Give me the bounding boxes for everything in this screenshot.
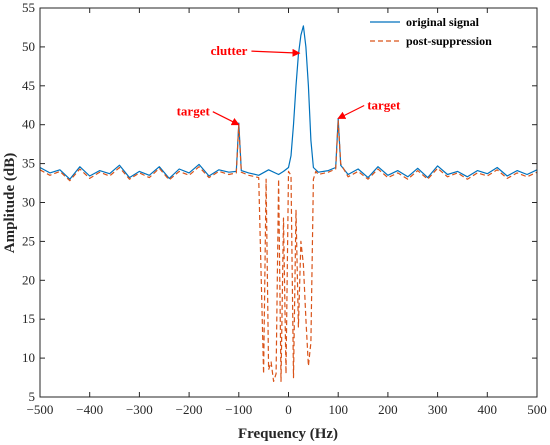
- y-tick-label: 50: [22, 39, 35, 54]
- x-tick-label: −300: [126, 402, 153, 417]
- x-tick-label: −500: [27, 402, 54, 417]
- y-tick-label: 35: [22, 156, 35, 171]
- annotation-arrow: [251, 48, 301, 57]
- legend-label-original: original signal: [406, 15, 480, 29]
- annotation-label-clutter: clutter: [211, 43, 248, 58]
- x-tick-label: −400: [76, 402, 103, 417]
- series-line-post-suppression: [39, 120, 538, 382]
- x-tick-label: 200: [378, 402, 398, 417]
- y-tick-label: 10: [22, 350, 35, 365]
- y-tick-label: 15: [22, 311, 35, 326]
- y-tick-label: 55: [22, 0, 35, 15]
- x-axis-label: Frequency (Hz): [238, 426, 338, 442]
- annotation-label-target: target: [177, 104, 211, 119]
- y-tick-label: 5: [29, 389, 36, 404]
- y-tick-label: 45: [22, 78, 35, 93]
- x-tick-label: 400: [478, 402, 498, 417]
- x-tick-label: 100: [328, 402, 348, 417]
- y-tick-label: 20: [22, 272, 35, 287]
- x-tick-label: 300: [428, 402, 448, 417]
- annotation-arrow: [337, 104, 365, 120]
- x-tick-label: 500: [527, 402, 547, 417]
- y-tick-label: 40: [22, 117, 35, 132]
- annotation-arrow: [212, 111, 240, 126]
- annotation-label-target: target: [367, 97, 401, 112]
- x-tick-label: 0: [285, 402, 292, 417]
- y-tick-label: 30: [22, 195, 35, 210]
- legend-label-post-suppression: post-suppression: [406, 34, 492, 48]
- y-tick-label: 25: [22, 233, 35, 248]
- x-tick-label: −200: [176, 402, 203, 417]
- series-layer: [39, 25, 538, 382]
- legend: original signal post-suppression: [370, 15, 492, 48]
- axes-layer: −500 −400 −300 −200 −100 0 100 200 300 400 500 5 10 1…: [22, 0, 547, 417]
- y-axis-label: Amplitude (dB): [2, 153, 18, 253]
- annotation-layer: clutter target target: [177, 43, 401, 126]
- series-line-original: [39, 25, 538, 180]
- x-tick-label: −100: [225, 402, 252, 417]
